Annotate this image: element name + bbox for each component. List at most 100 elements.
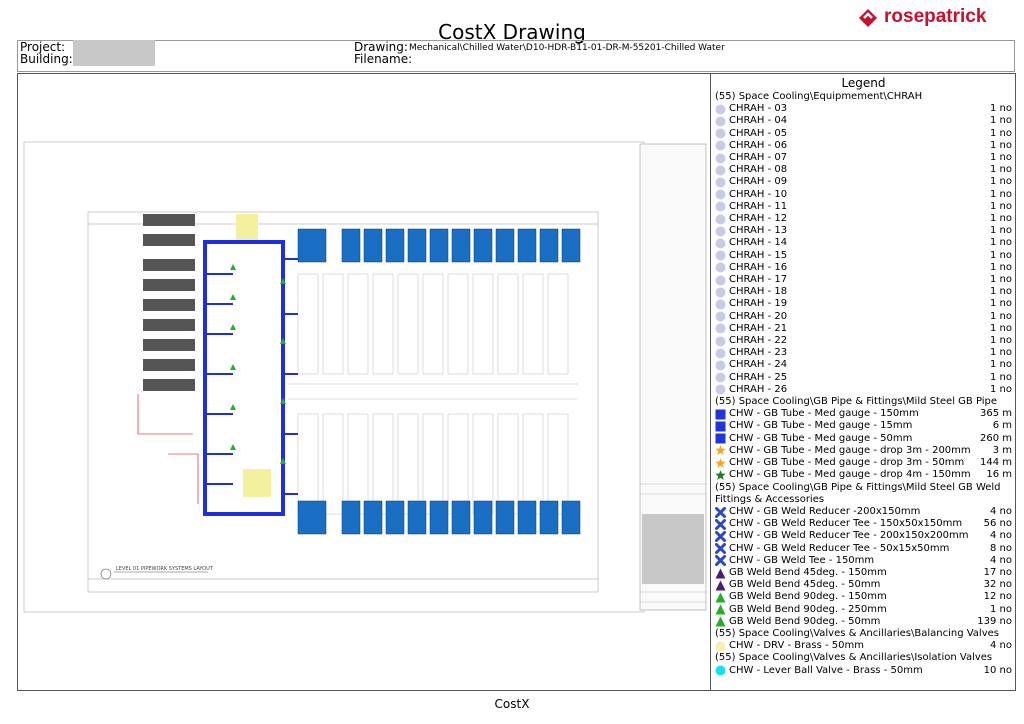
legend-icon [715,189,726,200]
legend-icon [715,323,726,334]
legend-item-qty: 1 no [990,237,1012,249]
legend-item-label: CHRAH - 07 [729,152,788,164]
legend-item-qty: 1 no [990,359,1012,371]
legend-item: CHRAH - 10 1 no [711,189,1016,201]
legend-item-label: CHW - GB Tube - Med gauge - drop 4m - 15… [729,469,971,481]
legend-item: CHRAH - 07 1 no [711,152,1016,164]
legend-item-label: CHRAH - 19 [729,298,788,310]
legend-item-qty: 1 no [990,310,1012,322]
main-frame [17,73,1016,691]
legend-item-label: CHRAH - 26 [729,383,788,395]
legend-item-qty: 1 no [990,249,1012,261]
legend-item-qty: 1 no [990,127,1012,139]
legend-item-qty: 6 m [992,420,1012,432]
redacted-field [73,40,155,66]
legend-icon [715,592,726,603]
marker [715,104,726,115]
legend-item-qty: 1 no [990,286,1012,298]
legend-item: CHRAH - 09 1 no [711,176,1016,188]
legend-item: CHRAH - 22 1 no [711,335,1016,347]
legend-item: CHRAH - 13 1 no [711,225,1016,237]
legend: Legend (55) Space Cooling\Equipmement\CH… [710,74,1016,690]
marker [715,275,726,286]
marker [715,153,726,164]
legend-item-label: CHRAH - 22 [729,335,788,347]
marker [715,250,726,261]
legend-item: CHW - GB Weld Tee - 150mm 4 no [711,555,1016,567]
legend-item: GB Weld Bend 90deg. - 50mm 139 no [711,616,1016,628]
legend-icon [715,421,726,432]
marker [715,238,726,249]
legend-icon [715,469,726,480]
legend-item-label: CHRAH - 12 [729,213,788,225]
marker [715,311,726,322]
legend-groups: (55) Space Cooling\Equipmement\CHRAH CHRA… [711,91,1016,677]
legend-item-label: CHW - Lever Ball Valve - Brass - 50mm [729,664,923,676]
marker [715,421,726,432]
footer: CostX [494,697,530,711]
legend-item: CHW - GB Tube - Med gauge - 50mm 260 m [711,433,1016,445]
legend-icon [715,384,726,395]
legend-item: CHW - DRV - Brass - 50mm 4 no [711,640,1016,652]
legend-item-label: CHRAH - 13 [729,225,788,237]
legend-item-qty: 16 m [986,469,1012,481]
legend-icon [715,433,726,444]
legend-item-qty: 1 no [990,322,1012,334]
legend-icon [715,457,726,468]
marker [715,226,726,237]
legend-item: CHW - GB Tube - Med gauge - drop 3m - 50… [711,457,1016,469]
legend-item: CHRAH - 23 1 no [711,347,1016,359]
legend-icon [715,604,726,615]
legend-group-heading: (55) Space Cooling\Valves & Ancillaries\… [715,652,993,664]
legend-icon [715,116,726,127]
legend-icon [715,104,726,115]
legend-item-label: CHRAH - 24 [729,359,788,371]
marker [715,616,726,627]
legend-item-label: CHRAH - 09 [729,176,788,188]
legend-icon [715,262,726,273]
legend-icon [715,165,726,176]
legend-item-qty: 1 no [990,115,1012,127]
legend-item-qty: 1 no [990,603,1012,615]
marker [715,262,726,273]
legend-item: CHRAH - 21 1 no [711,323,1016,335]
legend-icon [715,238,726,249]
drawing-label: Drawing: [354,40,408,54]
marker [715,360,726,371]
marker [715,189,726,200]
legend-item-label: CHW - GB Weld Tee - 150mm [729,554,875,566]
legend-item-label: CHRAH - 08 [729,164,788,176]
legend-item-label: CHW - GB Weld Reducer Tee - 150x50x150mm [729,518,963,530]
legend-item: CHRAH - 20 1 no [711,311,1016,323]
legend-item-qty: 1 no [990,298,1012,310]
marker [715,299,726,310]
legend-icon [715,140,726,151]
marker [715,140,726,151]
legend-item-qty: 3 m [992,444,1012,456]
legend-item-label: CHRAH - 04 [729,115,788,127]
legend-item-label: CHW - DRV - Brass - 50mm [729,640,864,652]
legend-icon [715,555,726,567]
legend-item: CHRAH - 03 1 no [711,103,1016,115]
marker [715,165,726,176]
legend-item-qty: 1 no [990,200,1012,212]
legend-item-label: CHW - GB Weld Reducer -200x150mm [729,505,921,517]
legend-item-qty: 1 no [990,274,1012,286]
legend-icon [715,214,726,225]
logo-icon [859,9,877,27]
legend-item: CHRAH - 06 1 no [711,140,1016,152]
legend-icon [715,445,726,456]
legend-item-qty: 4 no [990,554,1012,566]
marker [715,348,726,359]
legend-item-qty: 1 no [990,164,1012,176]
legend-icon [715,128,726,139]
legend-item-label: CHRAH - 14 [729,237,788,249]
legend-item-label: CHW - GB Tube - Med gauge - 15mm [729,420,913,432]
marker [715,177,726,188]
legend-item-qty: 32 no [983,579,1012,591]
marker [715,433,726,444]
drawing-value: Mechanical\Chilled Water\D10-HDR-B11-01-… [409,43,725,53]
marker [715,445,726,456]
marker [715,116,726,127]
